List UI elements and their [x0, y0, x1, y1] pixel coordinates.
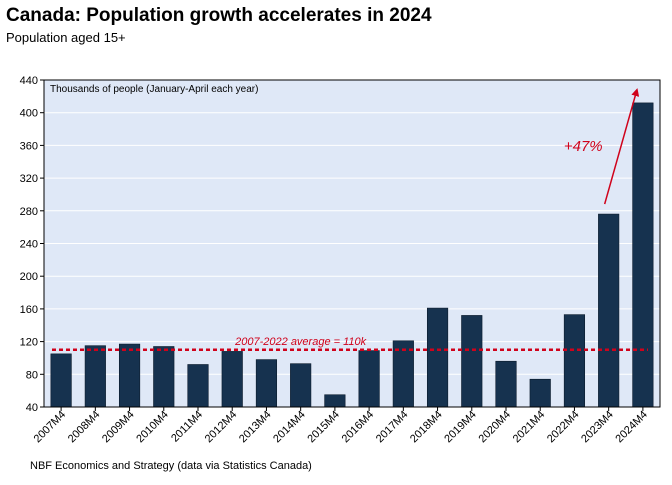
y-tick-label: 400 — [20, 108, 38, 120]
bar-2012M4 — [221, 351, 243, 408]
y-axis-ticks: 40 80 120 160 200 240 280 320 360 400 440 — [20, 75, 44, 414]
bar-2021M4 — [529, 378, 551, 408]
y-tick-label: 160 — [20, 304, 38, 316]
bar-2024M4 — [632, 102, 654, 408]
growth-label: +47% — [564, 138, 603, 155]
x-tick-label: 2021M4 — [511, 409, 548, 446]
x-axis-ticks: 2007M42008M42009M42010M42011M42012M42013… — [32, 407, 650, 445]
bar-2008M4 — [84, 345, 106, 408]
y-tick-label: 40 — [26, 402, 38, 414]
bars — [50, 102, 654, 408]
x-tick-label: 2008M4 — [66, 409, 103, 446]
y-tick-label: 240 — [20, 239, 38, 251]
x-tick-label: 2019M4 — [442, 409, 479, 446]
bar-2018M4 — [426, 307, 449, 408]
bar-2023M4 — [598, 213, 620, 408]
y-tick-label: 80 — [26, 369, 38, 381]
y-tick-label: 320 — [20, 173, 38, 185]
x-tick-label: 2014M4 — [271, 409, 308, 446]
bar-2016M4 — [358, 350, 380, 408]
source-note: NBF Economics and Strategy (data via Sta… — [30, 460, 312, 472]
bar-2014M4 — [290, 363, 312, 408]
x-tick-label: 2015M4 — [305, 409, 342, 446]
chart-subtitle: Population aged 15+ — [6, 30, 126, 45]
bar-2013M4 — [255, 359, 278, 408]
x-tick-label: 2011M4 — [169, 409, 205, 445]
plot-frame — [43, 79, 661, 408]
x-tick-label: 2022M4 — [545, 409, 582, 446]
bar-2020M4 — [495, 360, 517, 408]
x-tick-label: 2009M4 — [100, 409, 137, 446]
bar-2009M4 — [118, 343, 141, 408]
bar-2011M4 — [187, 364, 209, 408]
x-tick-label: 2007M4 — [32, 409, 69, 446]
x-tick-label: 2023M4 — [579, 409, 616, 446]
growth-arrow — [603, 88, 640, 205]
x-tick-label: 2012M4 — [203, 409, 240, 446]
x-tick-label: 2016M4 — [340, 409, 377, 446]
x-tick-label: 2010M4 — [134, 409, 171, 446]
y-tick-label: 200 — [20, 271, 38, 283]
x-tick-label: 2020M4 — [477, 409, 514, 446]
y-tick-label: 280 — [20, 206, 38, 218]
bar-2015M4 — [324, 394, 346, 408]
bar-2022M4 — [563, 314, 586, 408]
x-tick-label: 2017M4 — [374, 409, 411, 446]
x-tick-label: 2024M4 — [613, 409, 650, 446]
x-tick-label: 2013M4 — [237, 409, 274, 446]
bar-2010M4 — [153, 346, 175, 408]
y-tick-label: 440 — [20, 75, 38, 87]
bar-2007M4 — [50, 353, 72, 408]
unit-label: Thousands of people (January-April each … — [50, 84, 258, 95]
bar-2019M4 — [461, 315, 483, 408]
y-tick-label: 120 — [20, 337, 38, 349]
average-label: 2007-2022 average = 110k — [234, 336, 366, 348]
x-tick-label: 2018M4 — [408, 409, 445, 446]
chart-title: Canada: Population growth accelerates in… — [6, 5, 432, 26]
y-tick-label: 360 — [20, 140, 38, 152]
